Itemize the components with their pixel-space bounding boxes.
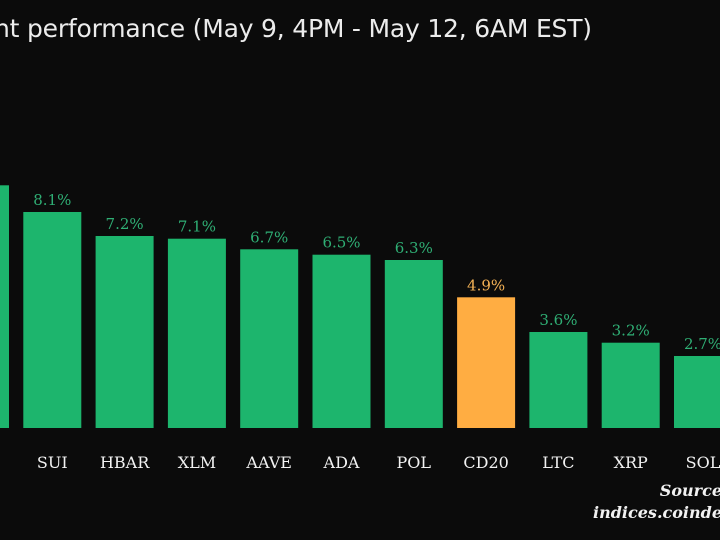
value-label-ltc: 3.6% <box>539 311 577 329</box>
bar-xlm <box>167 238 226 428</box>
value-label-sol: 2.7% <box>684 335 720 353</box>
value-labels-group: 8.1% 7.2% 7.1% 6.7% 6.5% 6.3% 4.9% 3.6% 3.2% 2.7% <box>33 191 720 353</box>
category-label-ada: ADA <box>323 453 360 472</box>
value-label-aave: 6.7% <box>250 228 288 246</box>
value-label-cd20: 4.9% <box>467 276 505 294</box>
bar-hbar <box>95 236 154 428</box>
source-note: Source indices.coinde <box>593 480 720 524</box>
value-label-xlm: 7.1% <box>178 218 216 236</box>
bars-group <box>0 185 720 428</box>
bar-xrp <box>601 342 660 428</box>
category-label-sui: SUI <box>37 453 68 472</box>
source-url: indices.coinde <box>593 503 720 522</box>
value-label-ada: 6.5% <box>322 234 360 252</box>
bar-bar-0 <box>0 185 9 428</box>
value-label-xrp: 3.2% <box>612 322 650 340</box>
bar-aave <box>240 249 299 428</box>
bar-sol <box>674 356 720 428</box>
source-label: Source <box>659 481 720 500</box>
category-labels-group: SUI HBAR XLM AAVE ADA POL CD20 LTC XRP SOL <box>37 453 720 472</box>
bar-sui <box>23 212 82 428</box>
value-label-sui: 8.1% <box>33 191 71 209</box>
category-label-xlm: XLM <box>178 453 216 472</box>
chart-title: nt performance (May 9, 4PM - May 12, 6AM… <box>0 14 592 43</box>
category-label-cd20: CD20 <box>463 453 508 472</box>
category-label-sol: SOL <box>686 453 720 472</box>
bar-pol <box>384 260 443 428</box>
category-label-ltc: LTC <box>542 453 574 472</box>
value-label-pol: 6.3% <box>395 239 433 257</box>
value-label-hbar: 7.2% <box>106 215 144 233</box>
category-label-xrp: XRP <box>614 453 648 472</box>
bar-ltc <box>529 332 588 428</box>
category-label-pol: POL <box>397 453 432 472</box>
bar-cd20 <box>457 297 516 428</box>
category-label-aave: AAVE <box>245 453 292 472</box>
bar-ada <box>312 254 371 428</box>
category-label-hbar: HBAR <box>100 453 150 472</box>
